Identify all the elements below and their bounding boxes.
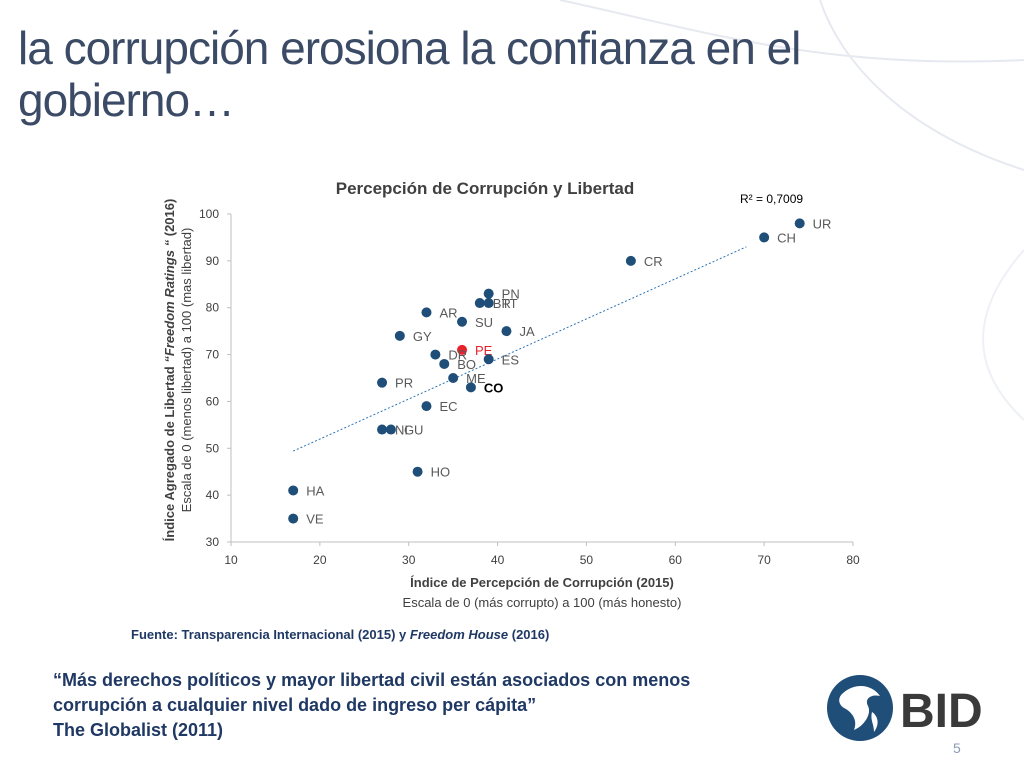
data-point [457,316,468,327]
x-tick-label: 50 [580,553,594,567]
data-label: CO [484,380,504,395]
data-point [448,373,459,383]
x-tick-label: 30 [402,553,416,567]
data-point [465,382,476,393]
data-point [412,466,423,477]
data-point [483,288,494,299]
slide-title: la corrupción erosiona la confianza en e… [18,22,801,126]
data-label: ME [466,371,486,386]
source-freedom-house: Freedom House [409,627,509,642]
quote-attribution: The Globalist (2011) [53,720,224,740]
chart-axes: 10 20 30 40 50 60 70 80 30 40 50 60 70 80 90 100 [199,207,860,567]
data-label: NI [395,423,408,438]
x-axis-label: Índice de Percepción de Corrupción (2015… [410,575,674,590]
chart-title: Percepción de Corrupción y Libertad [336,179,635,198]
quote-block: “Más derechos políticos y mayor libertad… [53,668,813,743]
x-axis-sublabel: Escala de 0 (más corrupto) a 100 (más ho… [403,595,682,610]
quote-line-2: corrupción a cualquier nivel dado de ing… [53,695,537,715]
x-tick-label: 60 [669,553,683,567]
y-tick-label: 30 [206,535,220,549]
trendline [292,246,747,452]
data-label: TT [502,296,518,311]
data-point [625,255,636,266]
data-point [288,485,299,496]
data-point [421,401,432,412]
data-label: PE [475,343,493,358]
y-tick-label: 40 [206,488,220,502]
data-point [421,307,432,318]
data-label: PR [395,376,413,391]
y-tick-label: 60 [206,394,220,408]
page-number: 5 [953,740,961,756]
data-point [794,218,805,229]
x-tick-label: 40 [491,553,505,567]
data-label: CH [777,230,796,245]
data-point [501,326,512,337]
data-label: SU [475,315,493,330]
data-label: HO [431,465,451,480]
data-label: UR [813,216,832,231]
y-tick-label: 90 [206,254,220,268]
y-axis-label: Índice Agregado de Libertad “Freedom Rat… [162,199,177,542]
data-label: BR [493,296,511,311]
data-label: HA [306,483,324,498]
y-tick-label: 50 [206,441,220,455]
x-tick-label: 10 [224,553,238,567]
y-tick-label: 80 [206,301,220,315]
data-point [288,513,299,524]
trendline-path [292,246,747,452]
quote-line-1: “Más derechos políticos y mayor libertad… [53,670,691,690]
data-point [430,349,441,360]
data-point [439,358,450,369]
bid-logo-text: BID [900,685,983,738]
x-tick-label: 20 [313,553,327,567]
bid-logo: BID [827,675,983,741]
data-label: AR [439,305,457,320]
data-label: GU [404,423,424,438]
source-year: (2016) [508,627,550,642]
data-label: DR [448,348,467,363]
y-axis-sublabel: Escala de 0 (menos libertad) a 100 (mas … [179,228,194,513]
data-label: CR [644,254,663,269]
x-tick-label: 80 [846,553,860,567]
data-point [394,330,405,341]
y-axis-label-year: (2016) [162,199,177,240]
data-point [483,298,494,309]
y-tick-label: 70 [206,348,220,362]
data-point [377,424,388,435]
data-label: GY [413,329,432,344]
y-tick-label: 100 [199,207,219,221]
data-label: VE [306,512,324,527]
y-axis-label-main: Índice Agregado de Libertad [162,363,177,542]
source-note: Fuente: Transparencia Internacional (201… [131,627,549,642]
data-label: EC [439,399,457,414]
data-point [474,298,485,309]
data-point [385,424,396,435]
source-text: Fuente: Transparencia Internacional (201… [131,627,410,642]
data-point [377,377,388,388]
data-point [759,232,770,243]
y-axis-label-italic: “Freedom Ratings “ [162,239,177,362]
data-point [457,344,468,355]
data-label: ES [502,352,520,367]
data-point [483,354,494,365]
x-tick-label: 70 [757,553,771,567]
data-label: JA [519,324,535,339]
r2-label: R² = 0,7009 [740,192,803,206]
data-label: BO [457,357,476,372]
data-label: PN [502,287,520,302]
